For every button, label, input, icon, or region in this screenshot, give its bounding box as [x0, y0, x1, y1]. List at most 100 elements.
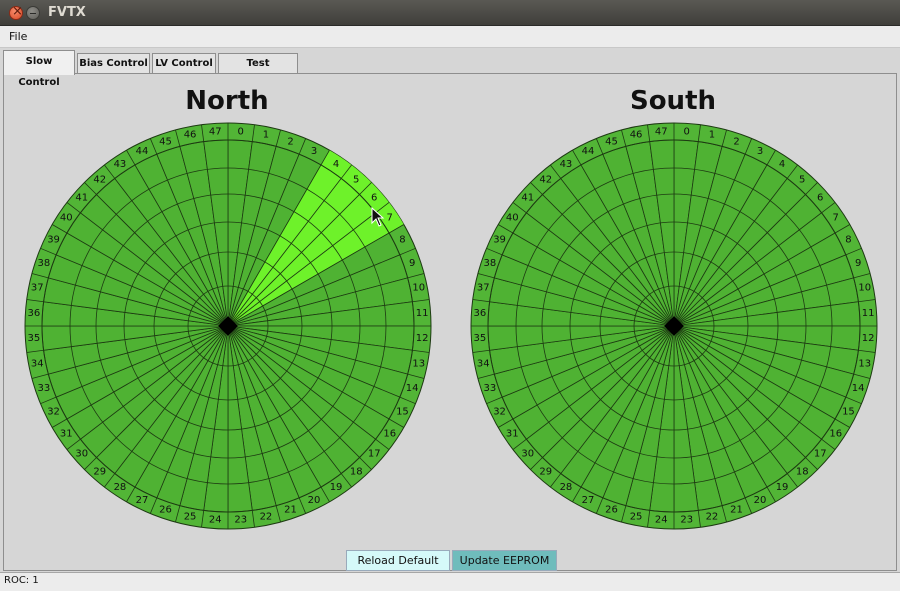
wedge-label: 1: [709, 130, 715, 141]
label-divider: [550, 164, 562, 179]
wedge-label: 37: [477, 283, 490, 294]
wedge-label: 5: [799, 174, 805, 185]
label-divider: [388, 418, 405, 428]
wedge-label: 15: [842, 407, 855, 418]
wedge-label: 36: [28, 308, 41, 319]
wedge-label: 35: [474, 333, 487, 344]
wedge-label: 28: [560, 482, 573, 493]
wedge-label: 31: [60, 429, 73, 440]
wedge-label: 25: [184, 511, 197, 522]
wedge-label: 42: [93, 174, 106, 185]
tab-strip: Slow Control Bias Control LV Control Tes…: [3, 50, 897, 88]
label-divider: [275, 129, 281, 147]
label-divider: [66, 438, 81, 450]
reload-default-button[interactable]: Reload Default: [346, 550, 450, 571]
label-divider: [486, 247, 503, 256]
ring-divider: [541, 193, 807, 459]
label-divider: [497, 418, 514, 428]
wedge-label: 5: [353, 174, 359, 185]
label-divider: [595, 497, 604, 514]
tab-bias-control[interactable]: Bias Control: [77, 53, 150, 74]
label-divider: [621, 505, 627, 523]
label-divider: [298, 497, 307, 514]
label-divider: [31, 373, 49, 379]
label-divider: [647, 124, 651, 142]
tab-slow-control[interactable]: Slow Control: [3, 50, 75, 88]
wedge-label: 30: [521, 449, 534, 460]
ring-divider: [633, 285, 715, 367]
label-divider: [175, 505, 181, 523]
wedge-label: 36: [474, 308, 487, 319]
label-divider: [201, 510, 205, 528]
label-divider: [858, 299, 876, 303]
label-divider: [375, 202, 390, 214]
label-divider: [31, 273, 49, 279]
wedge-label: 11: [862, 308, 875, 319]
label-divider: [477, 273, 495, 279]
label-divider: [359, 182, 372, 195]
wedge-label: 39: [493, 234, 506, 245]
tab-lv-control[interactable]: LV Control: [152, 53, 216, 74]
title-bar[interactable]: FVTX: [0, 0, 900, 26]
wedge-label: 13: [412, 358, 425, 369]
label-divider: [845, 247, 862, 256]
wedge-label: 26: [605, 505, 618, 516]
status-bar: ROC: 1: [0, 572, 900, 591]
close-window-button[interactable]: [9, 4, 23, 20]
label-divider: [359, 457, 372, 470]
minimize-window-button[interactable]: [26, 6, 40, 20]
label-divider: [486, 396, 503, 405]
label-divider: [834, 224, 851, 234]
wedge-label: 10: [858, 283, 871, 294]
menu-file[interactable]: File: [9, 30, 28, 43]
wedge-label: 47: [655, 126, 668, 137]
wedge-label: 42: [539, 174, 552, 185]
label-divider: [744, 138, 753, 155]
label-divider: [149, 497, 158, 514]
wedge-label: 40: [506, 212, 519, 223]
label-divider: [84, 182, 97, 195]
label-divider: [412, 299, 430, 303]
label-divider: [834, 418, 851, 428]
label-divider: [399, 396, 416, 405]
wedge-label: 22: [706, 511, 719, 522]
wedge-label: 38: [483, 258, 496, 269]
north-wheel: 0 123456789101112131415161718192021222324…: [24, 122, 432, 530]
tab-test-functions[interactable]: Test Functions: [218, 53, 298, 88]
wedge-label: 7: [387, 212, 393, 223]
wedge-label: 33: [483, 383, 496, 394]
label-divider: [320, 486, 330, 503]
label-divider: [744, 497, 753, 514]
label-divider: [472, 349, 490, 353]
label-divider: [530, 457, 543, 470]
wedge-label: 43: [114, 159, 127, 170]
wedge-label: 27: [136, 495, 149, 506]
wedge-label: 21: [730, 505, 743, 516]
label-divider: [412, 349, 430, 353]
label-divider: [572, 486, 582, 503]
slow-control-panel: North South 0 1 2 3 4 5 6 7 8 9 10 11 12 13 14 15 16 17 18…: [3, 73, 897, 571]
label-divider: [512, 438, 527, 450]
ring-divider: [187, 285, 269, 367]
label-divider: [104, 473, 116, 488]
wedge-label: 15: [396, 407, 409, 418]
wedge-label: 17: [368, 449, 381, 460]
wedge-label: 20: [754, 495, 767, 506]
label-divider: [805, 182, 818, 195]
update-eeprom-button[interactable]: Update EEPROM: [452, 550, 557, 571]
wedge-label: 19: [330, 482, 343, 493]
wedge-label: 2: [287, 136, 293, 147]
wedge-label: 34: [31, 358, 44, 369]
window-title: FVTX: [48, 5, 86, 20]
wedge-label: 30: [75, 449, 88, 460]
label-divider: [766, 149, 776, 166]
label-divider: [786, 473, 798, 488]
label-divider: [126, 149, 136, 166]
wedge-label: 14: [852, 383, 865, 394]
wedge-label: 27: [582, 495, 595, 506]
status-text: ROC: 1: [4, 575, 39, 586]
wedge-label: 37: [31, 283, 44, 294]
wedge-label: 13: [858, 358, 871, 369]
mouse-pointer-icon: [371, 207, 385, 227]
